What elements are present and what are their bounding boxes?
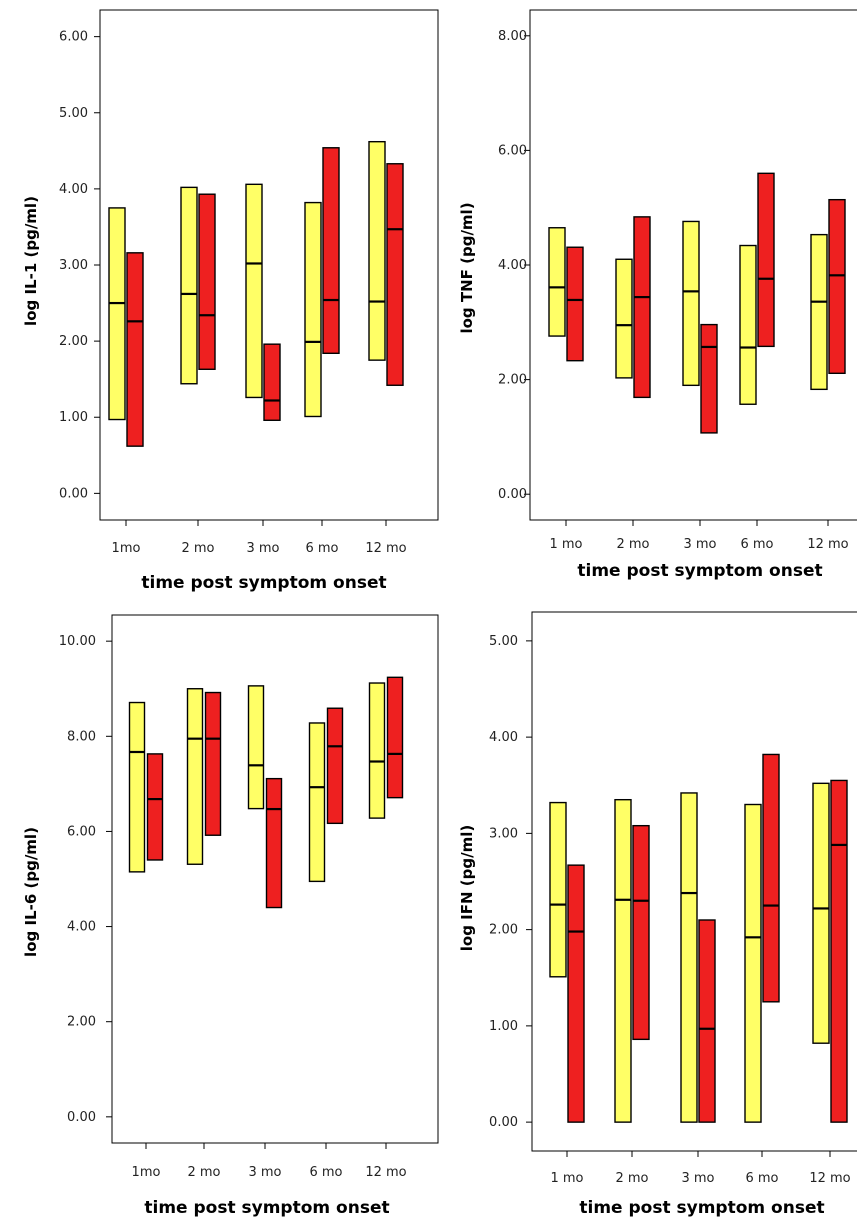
- box-group_b: [830, 779, 848, 1123]
- box-group_b: [263, 343, 281, 421]
- x-tick-label: 12 mo: [365, 1165, 406, 1180]
- box-group_b: [146, 753, 164, 861]
- x-tick-label: 6 mo: [740, 537, 773, 552]
- box-group_a: [680, 792, 698, 1123]
- x-tick-label: 2 mo: [616, 537, 649, 552]
- box-group_a: [368, 682, 386, 819]
- panel-tnf: log TNF (pg/ml) time post symptom onset …: [458, 9, 857, 581]
- x-tick-label: 1 mo: [550, 1171, 583, 1186]
- x-tick-label: 3 mo: [683, 537, 716, 552]
- box-group_a: [128, 701, 146, 873]
- y-tick-label: 3.00: [489, 826, 518, 841]
- y-tick-label: 0.00: [489, 1115, 518, 1130]
- box-group_a: [549, 801, 567, 978]
- y-tick-label: 4.00: [59, 182, 88, 197]
- x-tick-label: 12 mo: [807, 537, 848, 552]
- box-group_b: [126, 252, 144, 447]
- y-axis-label: log IL-6 (pg/ml): [22, 827, 40, 957]
- box-group_a: [247, 685, 265, 810]
- y-tick-label: 1.00: [489, 1019, 518, 1034]
- y-axis-label: log TNF (pg/ml): [458, 202, 476, 333]
- y-tick-label: 2.00: [498, 373, 527, 388]
- box-group_a: [108, 207, 126, 421]
- box-group_b: [204, 691, 222, 836]
- x-tick-label: 3 mo: [248, 1165, 281, 1180]
- box-group_a: [812, 782, 830, 1044]
- y-tick-label: 2.00: [67, 1015, 96, 1030]
- x-axis-label: time post symptom onset: [141, 573, 386, 593]
- box-group_b: [762, 753, 780, 1003]
- x-axis-label: time post symptom onset: [144, 1198, 389, 1218]
- plot-frame: [531, 611, 857, 1152]
- box-group_a: [744, 803, 762, 1123]
- y-tick-label: 0.00: [59, 486, 88, 501]
- box-group_b: [828, 198, 846, 375]
- box-group_b: [386, 676, 404, 799]
- x-tick-label: 1 mo: [549, 537, 582, 552]
- x-tick-label: 2 mo: [181, 541, 214, 556]
- y-axis-label: log IFN (pg/ml): [458, 825, 476, 951]
- box-group_b: [757, 172, 775, 348]
- box-group_b: [698, 919, 716, 1123]
- box-group_b: [386, 163, 404, 386]
- box-group_b: [326, 707, 344, 825]
- box-group_a: [245, 183, 263, 399]
- x-tick-label: 12 mo: [365, 541, 406, 556]
- box-group_a: [615, 258, 633, 379]
- box-group_a: [180, 186, 198, 385]
- y-tick-label: 8.00: [498, 29, 527, 44]
- box-group_a: [614, 798, 632, 1123]
- box-group_b: [566, 246, 584, 362]
- y-tick-label: 5.00: [59, 106, 88, 121]
- x-tick-label: 2 mo: [615, 1171, 648, 1186]
- y-tick-label: 6.00: [498, 143, 527, 158]
- y-tick-label: 2.00: [489, 923, 518, 938]
- box-group_a: [682, 220, 700, 387]
- box-group_a: [548, 227, 566, 337]
- x-tick-label: 6 mo: [305, 541, 338, 556]
- x-axis-label: time post symptom onset: [577, 561, 822, 581]
- y-tick-label: 4.00: [498, 258, 527, 273]
- x-tick-label: 6 mo: [309, 1165, 342, 1180]
- x-tick-label: 2 mo: [187, 1165, 220, 1180]
- box-group_a: [810, 233, 828, 391]
- y-tick-label: 6.00: [59, 30, 88, 45]
- box-group_b: [567, 864, 585, 1123]
- y-tick-label: 2.00: [59, 334, 88, 349]
- box-group_b: [198, 193, 216, 370]
- box-group_b: [632, 824, 650, 1041]
- y-tick-label: 1.00: [59, 410, 88, 425]
- box-group_a: [308, 722, 326, 883]
- x-tick-label: 3 mo: [246, 541, 279, 556]
- y-tick-label: 3.00: [59, 258, 88, 273]
- y-tick-label: 8.00: [67, 729, 96, 744]
- x-tick-label: 1mo: [112, 541, 141, 556]
- box-group_a: [186, 688, 204, 865]
- x-tick-label: 12 mo: [809, 1171, 850, 1186]
- x-tick-label: 3 mo: [681, 1171, 714, 1186]
- y-axis-label: log IL-1 (pg/ml): [22, 196, 40, 326]
- x-tick-label: 1mo: [132, 1165, 161, 1180]
- y-tick-label: 4.00: [67, 920, 96, 935]
- panel-il6: log IL-6 (pg/ml) time post symptom onset…: [22, 614, 439, 1218]
- panel-ifn: log IFN (pg/ml) time post symptom onset …: [458, 611, 857, 1218]
- y-tick-label: 0.00: [67, 1110, 96, 1125]
- box-group_b: [633, 216, 651, 399]
- box-group_b: [700, 323, 718, 434]
- plot-frame: [111, 614, 439, 1144]
- box-group_a: [739, 244, 757, 405]
- box-group_b: [265, 777, 283, 909]
- box-group_b: [322, 147, 340, 354]
- box-group_a: [368, 140, 386, 361]
- y-tick-label: 6.00: [67, 824, 96, 839]
- box-group_a: [304, 201, 322, 418]
- x-axis-label: time post symptom onset: [579, 1198, 824, 1218]
- y-tick-label: 5.00: [489, 634, 518, 649]
- x-tick-label: 6 mo: [745, 1171, 778, 1186]
- y-tick-label: 4.00: [489, 730, 518, 745]
- y-tick-label: 0.00: [498, 487, 527, 502]
- panel-il1: log IL-1 (pg/ml) time post symptom onset…: [22, 9, 439, 593]
- y-tick-label: 10.00: [59, 634, 96, 649]
